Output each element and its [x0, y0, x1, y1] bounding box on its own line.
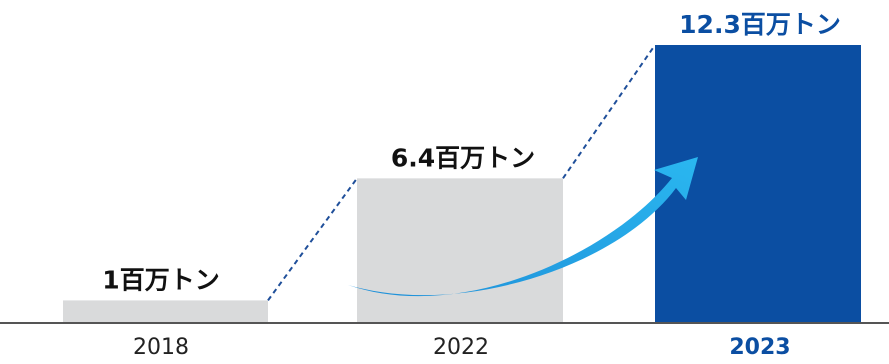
- growth-connector-line: [562, 44, 656, 179]
- growth-arrow-icon: [348, 157, 698, 297]
- value-label-2018: 1百万トン: [102, 265, 219, 294]
- value-label-2023: 12.3百万トン: [679, 10, 841, 39]
- value-label-2022: 6.4百万トン: [391, 143, 535, 172]
- bar-2018: [63, 300, 268, 323]
- growth-connector-line: [267, 177, 358, 301]
- tick-label-2022: 2022: [433, 335, 489, 360]
- bar-2022: [357, 178, 563, 323]
- tick-label-2018: 2018: [133, 335, 189, 360]
- tick-label-2023: 2023: [729, 335, 790, 360]
